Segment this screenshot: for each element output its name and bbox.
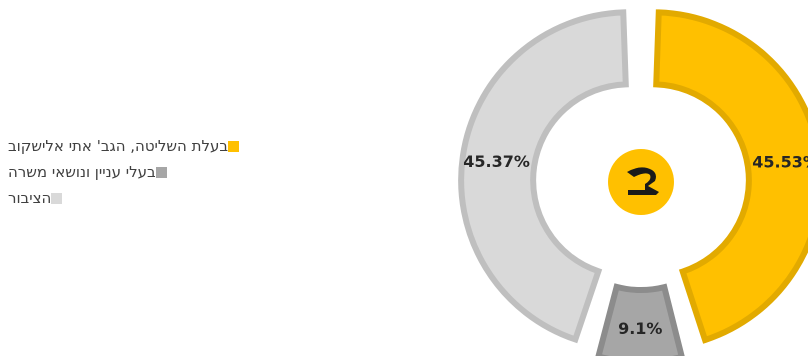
legend-swatch [155, 166, 167, 178]
data-label: 45.53% [752, 153, 808, 172]
legend-item-controlling-owner: בעלת השליטה, הגב' אתי אלישקוב [8, 134, 318, 158]
slice-public [458, 9, 629, 344]
slice-controlling-owner [653, 9, 808, 344]
legend-label: הציבור [8, 189, 52, 207]
legend-item-public: הציבור [8, 186, 318, 210]
donut-slices [458, 9, 808, 356]
slice-interested-parties [595, 283, 685, 356]
data-label: 9.1% [618, 319, 662, 338]
legend-swatch [51, 192, 63, 204]
legend-label: בעלי עניין ונושאי משרה [8, 163, 156, 181]
chart-legend: בעלת השליטה, הגב' אתי אלישקוב בעלי עניין… [8, 134, 318, 212]
logo-glyph [627, 167, 659, 195]
data-label: 45.37% [463, 152, 530, 171]
legend-label: בעלת השליטה, הגב' אתי אלישקוב [8, 137, 229, 155]
legend-swatch [228, 140, 240, 152]
donut-labels: 45.53% 9.1% 45.37% [463, 152, 808, 338]
center-logo [608, 149, 674, 215]
company-logo-icon [608, 149, 674, 215]
legend-item-interested-parties: בעלי עניין ונושאי משרה [8, 160, 318, 184]
